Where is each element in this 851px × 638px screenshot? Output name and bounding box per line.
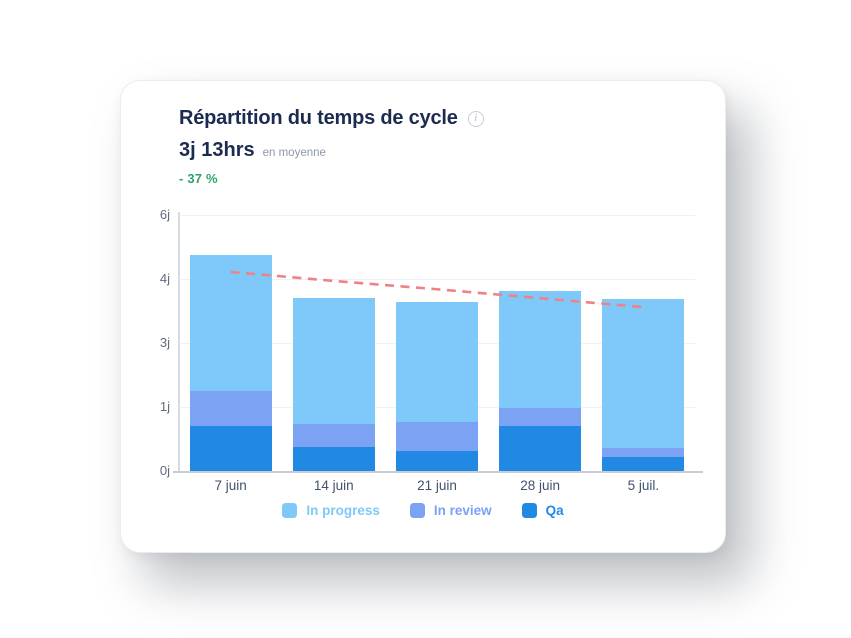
y-axis-line [178, 212, 180, 471]
x-axis-label: 28 juin [520, 478, 561, 493]
y-axis-label: 3j [159, 335, 170, 350]
bar-segment[interactable] [396, 421, 478, 452]
legend-swatch [409, 503, 425, 518]
bar-segment[interactable] [396, 302, 478, 422]
bar-segment[interactable] [499, 291, 582, 409]
legend-item[interactable]: In review [409, 503, 492, 518]
legend-item[interactable]: Qa [521, 503, 564, 518]
legend-label: Qa [545, 503, 564, 518]
bar-segment[interactable] [292, 298, 375, 424]
cycle-time-chart: 0j 1j 3j 4j 6j 7 juin 14 juin 21 juin 28 juin 5 … [160, 207, 703, 493]
x-axis-label: 7 juin [214, 478, 247, 493]
plot-area: 0j 1j 3j 4j 6j [160, 207, 703, 478]
metric-value: 3j 13hrs [179, 139, 255, 161]
x-axis-line [173, 471, 703, 473]
bar-segment[interactable] [499, 426, 582, 471]
card-title: Répartition du temps de cycle [179, 107, 458, 129]
bar-segment[interactable] [292, 423, 375, 447]
info-icon[interactable]: i [467, 110, 484, 127]
legend-item[interactable]: In progress [282, 503, 380, 518]
x-axis-label: 21 juin [417, 478, 457, 493]
bar-segment[interactable] [396, 451, 478, 471]
legend-swatch [282, 503, 298, 518]
cycle-time-card: Répartition du temps de cycle i 3j 13hrs… [120, 80, 726, 553]
legend-label: In progress [306, 503, 380, 518]
y-axis-label: 6j [159, 207, 170, 222]
bar-segment[interactable] [602, 456, 685, 471]
card-header: Répartition du temps de cycle i 3j 13hrs… [179, 107, 484, 186]
gridline [179, 215, 695, 216]
y-axis-label: 1j [159, 399, 170, 414]
legend-label: In review [433, 503, 492, 518]
x-axis-label: 5 juil. [627, 478, 660, 493]
legend-swatch [521, 503, 537, 518]
bar-segment[interactable] [189, 254, 272, 391]
bar-segment[interactable] [602, 447, 685, 457]
y-axis-label: 4j [159, 271, 170, 286]
bar-segment[interactable] [292, 446, 375, 471]
bar-segment[interactable] [189, 391, 272, 427]
metric-caption: en moyenne [262, 147, 326, 159]
bar-segment[interactable] [189, 426, 272, 471]
delta-badge: - 37 % [179, 171, 218, 186]
x-axis-label: 14 juin [313, 478, 354, 493]
bar-segment[interactable] [499, 408, 582, 427]
bar-segment[interactable] [602, 298, 685, 448]
y-axis-label: 0j [159, 463, 170, 478]
chart-legend: In progress In review Qa [121, 503, 725, 518]
